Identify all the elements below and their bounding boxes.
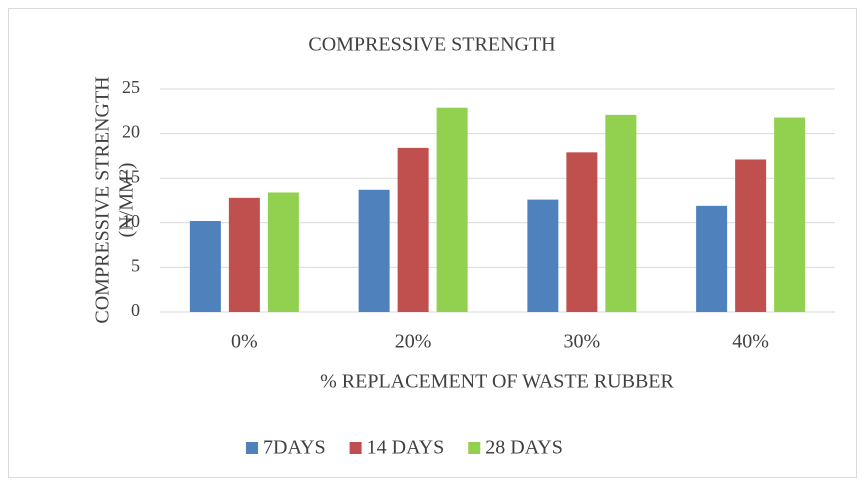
x-axis-label: % REPLACEMENT OF WASTE RUBBER <box>320 371 674 393</box>
bar <box>527 199 559 312</box>
legend-label: 14 DAYS <box>367 437 445 459</box>
bar <box>436 107 468 313</box>
chart-title: COMPRESSIVE STRENGTH <box>308 34 555 56</box>
bar <box>189 221 221 312</box>
bar <box>774 117 806 312</box>
bar <box>735 159 767 312</box>
x-tick-label: 40% <box>732 331 769 353</box>
legend-swatch <box>468 442 481 454</box>
y-tick-label: 20 <box>122 122 140 142</box>
legend-swatch <box>246 442 258 454</box>
bar <box>267 192 299 312</box>
y-tick-label: 10 <box>122 211 140 231</box>
x-tick-label: 0% <box>231 331 258 353</box>
x-tick-label: 20% <box>395 331 432 353</box>
legend-label: 28 DAYS <box>485 437 563 459</box>
y-tick-label: 0 <box>131 300 140 320</box>
bar <box>696 205 728 312</box>
legend-swatch <box>349 442 362 454</box>
bar <box>358 189 390 312</box>
bar <box>228 197 260 312</box>
y-axis-label: COMPRESSIVE STRENGTH (N/MM²) <box>92 76 138 323</box>
bar <box>397 147 429 312</box>
y-axis-label-line: (N/MM²) <box>116 163 138 238</box>
y-tick-label: 15 <box>122 166 140 186</box>
y-tick-label: 25 <box>122 77 140 97</box>
y-tick-label: 5 <box>131 256 140 276</box>
x-tick-label: 30% <box>564 331 601 353</box>
legend-label: 7DAYS <box>263 437 326 459</box>
bar <box>605 114 637 312</box>
y-axis-label-line: COMPRESSIVE STRENGTH <box>92 76 114 323</box>
bar <box>566 152 598 312</box>
